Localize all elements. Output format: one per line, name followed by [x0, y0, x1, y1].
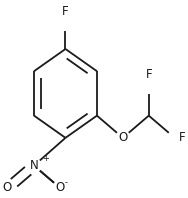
- Text: F: F: [146, 68, 152, 81]
- Text: O: O: [3, 181, 12, 194]
- Text: -: -: [64, 178, 67, 187]
- Text: F: F: [179, 131, 186, 144]
- Text: O: O: [55, 181, 64, 194]
- Text: N: N: [30, 159, 38, 172]
- Text: +: +: [42, 154, 49, 163]
- Text: F: F: [62, 6, 69, 18]
- Text: O: O: [118, 131, 127, 144]
